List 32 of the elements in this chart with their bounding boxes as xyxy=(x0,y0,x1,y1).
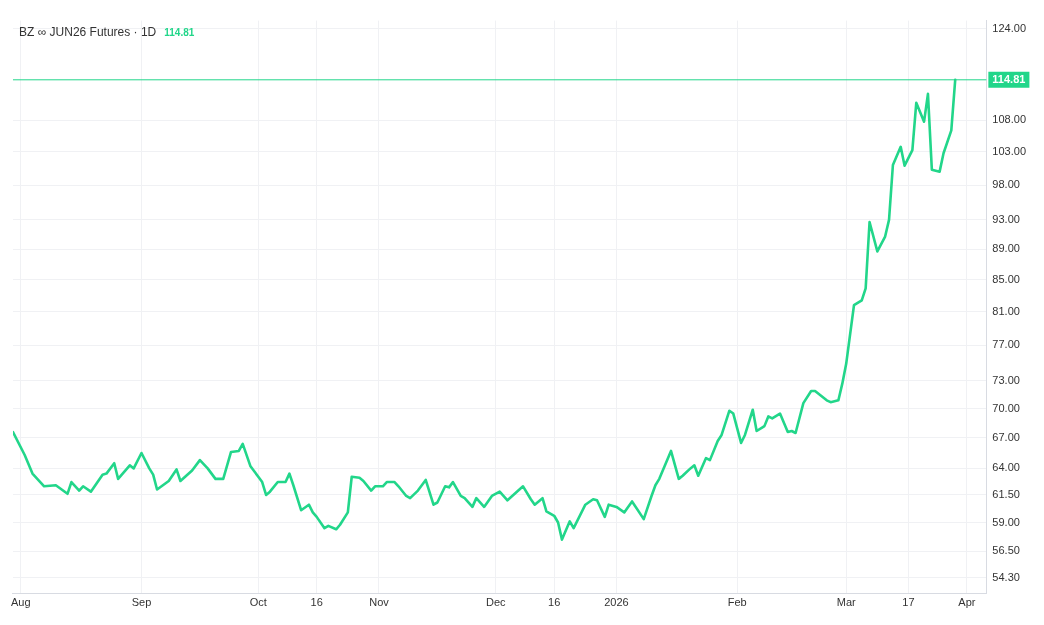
x-tick-label: Sep xyxy=(131,596,152,609)
y-tick-label: 89.00 xyxy=(992,242,1020,255)
x-tick-label: Aug xyxy=(11,596,31,609)
y-tick-label: 70.00 xyxy=(992,401,1020,414)
x-tick-label: 16 xyxy=(310,596,323,609)
x-tick-label: Nov xyxy=(369,596,390,609)
y-tick-label: 64.00 xyxy=(992,461,1020,474)
chart-title: BZ ∞ JUN26 Futures · 1D xyxy=(19,24,157,39)
y-tick-label: 124.00 xyxy=(992,21,1027,34)
text: 114.81 xyxy=(164,27,195,39)
x-tick-label: 16 xyxy=(548,596,561,609)
x-tick-label: 17 xyxy=(902,596,915,609)
y-tick-label: 93.00 xyxy=(992,212,1020,225)
ref-line-label: 114.81 xyxy=(992,72,1026,85)
x-tick-label: Feb xyxy=(727,596,747,609)
x-tick-label: 2026 xyxy=(604,596,629,609)
y-tick-label: 61.50 xyxy=(992,487,1020,500)
y-tick-label: 77.00 xyxy=(992,338,1020,351)
y-tick-label: 81.00 xyxy=(992,304,1020,317)
y-tick-label: 54.30 xyxy=(992,570,1020,583)
y-tick-label: 108.00 xyxy=(992,113,1027,126)
y-tick-label: 98.00 xyxy=(992,178,1020,191)
y-tick-label: 59.00 xyxy=(992,515,1020,528)
y-tick-label: 56.50 xyxy=(992,544,1020,557)
x-tick-label: Mar xyxy=(836,596,856,609)
x-tick-label: Apr xyxy=(958,596,976,609)
x-tick-label: Oct xyxy=(249,596,267,609)
y-tick-label: 67.00 xyxy=(992,430,1020,443)
y-tick-label: 103.00 xyxy=(992,145,1027,158)
y-tick-label: 85.00 xyxy=(992,272,1020,285)
y-tick-label: 73.00 xyxy=(992,373,1020,386)
x-tick-label: Dec xyxy=(486,596,507,609)
